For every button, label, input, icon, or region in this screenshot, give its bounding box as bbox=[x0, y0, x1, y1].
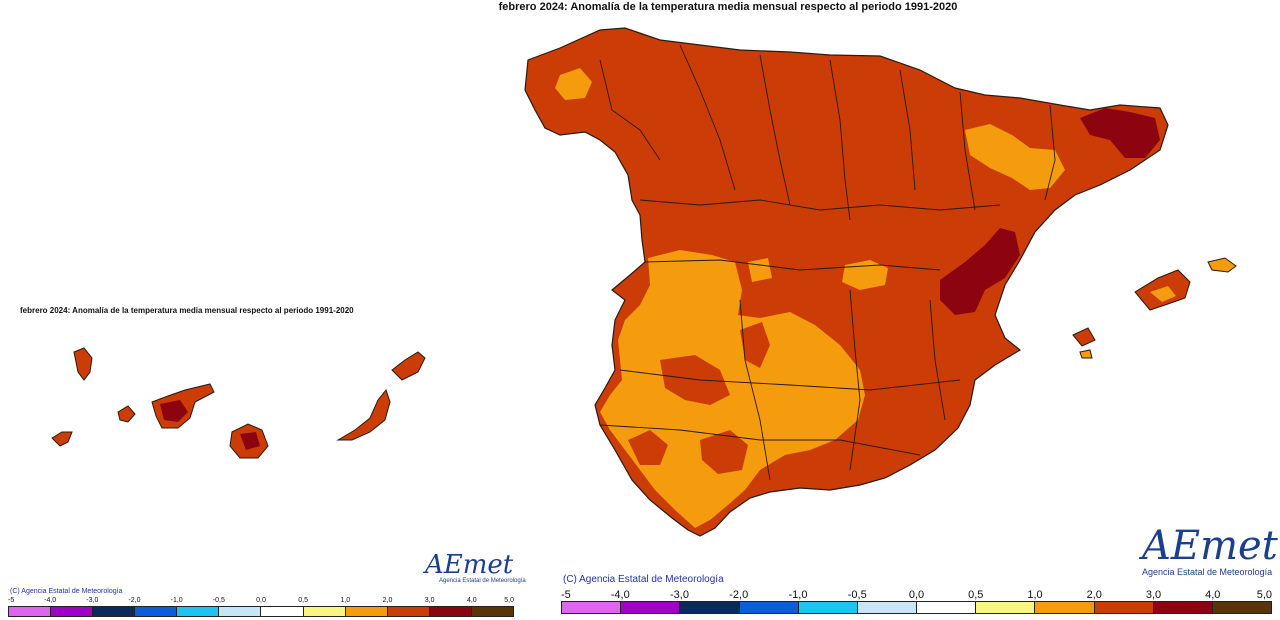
legend-tick-label: 1,0 bbox=[1027, 589, 1043, 601]
gran-canaria-3-4 bbox=[240, 432, 260, 450]
legend-swatch bbox=[1094, 602, 1154, 613]
legend-swatch bbox=[93, 607, 136, 616]
legend-swatch bbox=[1212, 602, 1272, 613]
canarias-legend-bar bbox=[8, 606, 514, 617]
legend-tick-label: 1,0 bbox=[340, 597, 351, 604]
legend-tick-label: -1,0 bbox=[788, 589, 808, 601]
legend-swatch bbox=[219, 607, 262, 616]
legend-swatch bbox=[857, 602, 918, 613]
la-palma bbox=[73, 347, 93, 381]
main-aemet-logo: AEmet Agencia Estatal de Meteorología bbox=[1142, 525, 1278, 577]
tenerife-3-4 bbox=[160, 400, 188, 422]
legend-swatch bbox=[562, 602, 622, 613]
legend-swatch bbox=[135, 607, 178, 616]
main-copyright: (C) Agencia Estatal de Meteorología bbox=[563, 574, 724, 585]
fuerteventura bbox=[336, 388, 391, 441]
legend-tick-label: -4,0 bbox=[610, 589, 630, 601]
anomaly-2-3-pocket-sw3 bbox=[700, 430, 748, 474]
legend-swatch bbox=[51, 607, 94, 616]
legend-tick-label: 5,0 bbox=[504, 597, 514, 604]
formentera bbox=[1079, 349, 1093, 359]
legend-tick-label: 0,5 bbox=[968, 589, 984, 601]
lanzarote bbox=[391, 351, 426, 381]
legend-swatch bbox=[303, 607, 346, 616]
main-legend-ticks: -5 -4,0 -3,0 -2,0 -1,0 -0,5 0,0 0,5 1,0 2,0 3,0 4,0… bbox=[561, 589, 1272, 601]
legend-tick-label: 0,5 bbox=[298, 597, 309, 604]
legend-tick-label: -0,5 bbox=[212, 597, 225, 604]
legend-swatch bbox=[739, 602, 799, 613]
legend-swatch bbox=[345, 607, 388, 616]
legend-swatch bbox=[917, 602, 977, 613]
legend-swatch bbox=[680, 602, 740, 613]
canarias-legend-ticks: -5 -4,0 -3,0 -2,0 -1,0 -0,5 0,0 0,5 1,0 2,0 3,0 4,0… bbox=[8, 597, 514, 606]
ibiza bbox=[1072, 327, 1096, 347]
anomaly-1-2-galicia bbox=[555, 68, 592, 100]
canarias-map bbox=[51, 347, 426, 459]
legend-tick-label: -4,0 bbox=[44, 597, 57, 604]
legend-tick-label: 3,0 bbox=[424, 597, 435, 604]
canarias-logo-wordmark: AEmet bbox=[425, 550, 514, 580]
legend-swatch bbox=[471, 607, 513, 616]
legend-swatch bbox=[9, 607, 52, 616]
legend-tick-label: 4,0 bbox=[466, 597, 477, 604]
legend-swatch bbox=[177, 607, 220, 616]
legend-tick-label: -0,5 bbox=[847, 589, 867, 601]
legend-tick-label: -3,0 bbox=[670, 589, 689, 601]
menorca bbox=[1207, 257, 1237, 273]
province-borders bbox=[599, 44, 1056, 481]
anomaly-3-4-catalonia bbox=[1080, 108, 1160, 158]
legend-tick-label: 2,0 bbox=[1086, 589, 1102, 601]
legend-tick-label: 2,0 bbox=[382, 597, 393, 604]
legend-tick-label: 0,0 bbox=[908, 589, 925, 601]
canarias-aemet-logo: AEmet Agencia Estatal de Meteorología bbox=[425, 552, 526, 584]
legend-swatch bbox=[387, 607, 430, 616]
anomaly-2-3-pocket-sw1 bbox=[660, 355, 730, 405]
mallorca-1-2 bbox=[1150, 286, 1176, 302]
main-logo-subtitle: Agencia Estatal de Meteorología bbox=[1142, 567, 1273, 577]
canarias-logo-subtitle: Agencia Estatal de Meteorología bbox=[439, 578, 526, 584]
anomaly-3-4-valencia bbox=[940, 228, 1020, 315]
legend-swatch bbox=[621, 602, 681, 613]
legend-tick-label: -1,0 bbox=[170, 597, 183, 604]
el-hierro bbox=[51, 431, 73, 447]
main-map-title: febrero 2024: Anomalía de la temperatura… bbox=[498, 1, 958, 13]
legend-tick-label: 5,0 bbox=[1256, 589, 1272, 601]
canarias-copyright: (C) Agencia Estatal de Meteorología bbox=[10, 588, 123, 595]
legend-tick-label: -5 bbox=[8, 597, 15, 604]
main-legend-bar bbox=[561, 601, 1272, 614]
legend-swatch bbox=[798, 602, 858, 613]
legend-tick-label: -2,0 bbox=[128, 597, 141, 604]
canarias-map-title: febrero 2024: Anomalía de la temperatura… bbox=[20, 306, 354, 315]
legend-tick-label: -3,0 bbox=[86, 597, 99, 604]
la-gomera bbox=[117, 405, 136, 423]
legend-tick-label: -2,0 bbox=[729, 589, 749, 601]
legend-tick-label: 3,0 bbox=[1145, 589, 1162, 601]
anomaly-1-2-cuenca bbox=[842, 260, 888, 290]
main-logo-wordmark: AEmet bbox=[1142, 523, 1278, 569]
legend-swatch bbox=[261, 607, 304, 616]
anomaly-2-3-pocket-sw2 bbox=[740, 322, 770, 368]
legend-swatch bbox=[1035, 602, 1095, 613]
legend-tick-label: -5 bbox=[561, 589, 571, 601]
legend-swatch bbox=[1153, 602, 1213, 613]
anomaly-2-3-pocket-sw4 bbox=[628, 430, 668, 465]
legend-swatch bbox=[429, 607, 472, 616]
anomaly-1-2-madrid bbox=[748, 258, 772, 282]
peninsula-map bbox=[524, 27, 1237, 537]
anomaly-1-2-northeast bbox=[965, 124, 1065, 190]
legend-tick-label: 0,0 bbox=[256, 597, 266, 604]
anomaly-1-2-southwest bbox=[600, 250, 865, 528]
legend-swatch bbox=[976, 602, 1036, 613]
legend-tick-label: 4,0 bbox=[1205, 589, 1221, 601]
